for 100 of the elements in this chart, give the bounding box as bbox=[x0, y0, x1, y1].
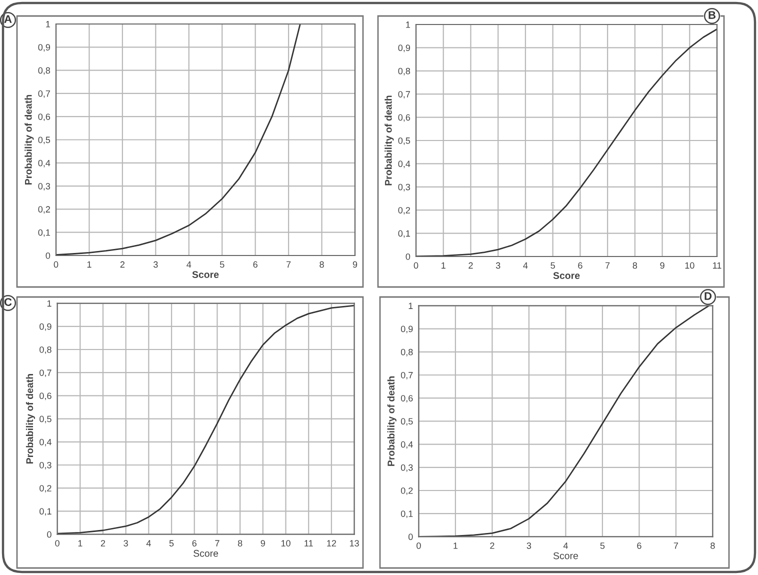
x-tick-label: 6 bbox=[192, 540, 196, 546]
y-tick-label: 0,3 bbox=[40, 462, 52, 470]
x-tick-label: 12 bbox=[327, 540, 336, 546]
x-tick-label: 1 bbox=[454, 542, 458, 549]
x-tick-label: 10 bbox=[685, 262, 694, 269]
x-axis-title: Score bbox=[553, 552, 578, 560]
x-tick-label: 8 bbox=[632, 262, 638, 269]
x-tick-label: 5 bbox=[169, 540, 174, 546]
chart-title: A bbox=[4, 15, 12, 23]
x-tick-label: 1 bbox=[87, 261, 92, 268]
x-tick-label: 0 bbox=[55, 540, 60, 546]
x-tick-label: 7 bbox=[286, 261, 291, 268]
x-tick-label: 9 bbox=[260, 540, 265, 546]
x-tick-label: 4 bbox=[523, 262, 528, 269]
y-tick-label: 0,5 bbox=[400, 418, 413, 426]
y-tick-label: 0,3 bbox=[400, 464, 413, 472]
x-tick-label: 11 bbox=[304, 540, 313, 546]
x-tick-label: 7 bbox=[674, 542, 678, 549]
x-tick-label: 4 bbox=[146, 540, 151, 546]
x-axis-title: Score bbox=[553, 272, 580, 279]
y-tick-label: 0,7 bbox=[398, 91, 410, 99]
y-tick-label: 0,6 bbox=[400, 395, 413, 403]
y-tick-label: 0,1 bbox=[38, 229, 50, 237]
x-tick-label: 3 bbox=[154, 261, 158, 268]
line-series bbox=[57, 304, 354, 534]
y-tick-label: 0,1 bbox=[400, 510, 413, 518]
y-tick-label: 0,8 bbox=[400, 348, 413, 356]
y-tick-label: 0,1 bbox=[40, 508, 52, 516]
x-tick-label: 11 bbox=[713, 262, 722, 269]
y-tick-label: 1 bbox=[46, 21, 50, 28]
y-tick-label: 1 bbox=[406, 22, 410, 28]
y-tick-label: 1 bbox=[408, 302, 413, 309]
y-tick-label: 0,5 bbox=[40, 416, 52, 424]
y-tick-label: 0,9 bbox=[40, 323, 52, 331]
x-tick-label: 0 bbox=[414, 262, 418, 269]
y-tick-label: 0,2 bbox=[40, 485, 52, 493]
y-tick-label: 0 bbox=[47, 531, 52, 538]
x-tick-label: 1 bbox=[78, 540, 82, 546]
x-tick-label: 8 bbox=[710, 542, 715, 549]
y-tick-label: 0,2 bbox=[38, 206, 50, 214]
y-tick-label: 0,9 bbox=[400, 326, 413, 334]
x-tick-label: 6 bbox=[578, 262, 582, 269]
y-tick-label: 0,4 bbox=[38, 160, 50, 168]
x-tick-label: 7 bbox=[606, 262, 610, 269]
y-tick-label: 0,9 bbox=[398, 44, 410, 52]
chart-title: D bbox=[704, 292, 712, 300]
y-tick-label: 0,6 bbox=[398, 114, 410, 122]
x-tick-label: 8 bbox=[238, 540, 242, 546]
x-tick-label: 2 bbox=[468, 262, 473, 269]
x-tick-label: 9 bbox=[660, 262, 664, 269]
y-axis-title: Probability of death bbox=[387, 376, 396, 466]
y-tick-label: 0,7 bbox=[40, 370, 52, 378]
y-tick-label: 0,6 bbox=[38, 114, 50, 122]
y-tick-label: 0,3 bbox=[398, 184, 410, 192]
y-tick-label: 0,7 bbox=[400, 372, 413, 380]
x-tick-label: 13 bbox=[350, 540, 359, 546]
x-tick-label: 7 bbox=[215, 540, 220, 546]
x-tick-label: 5 bbox=[600, 542, 605, 549]
y-tick-label: 0,8 bbox=[38, 67, 50, 75]
y-tick-label: 0,5 bbox=[398, 137, 410, 145]
x-tick-label: 0 bbox=[54, 261, 58, 268]
y-tick-label: 0,8 bbox=[40, 346, 52, 354]
y-tick-label: 0,2 bbox=[398, 207, 410, 215]
x-tick-label: 8 bbox=[320, 261, 324, 268]
chart-title: C bbox=[4, 298, 12, 306]
y-axis-title: Probability of death bbox=[24, 94, 34, 184]
x-tick-label: 2 bbox=[100, 540, 106, 546]
x-tick-label: 5 bbox=[220, 261, 224, 268]
y-tick-label: 0 bbox=[406, 253, 410, 260]
y-axis-title: Probability of death bbox=[26, 374, 36, 464]
x-tick-label: 2 bbox=[120, 261, 124, 268]
x-tick-label: 10 bbox=[281, 540, 290, 546]
x-tick-label: 6 bbox=[253, 261, 258, 268]
y-tick-label: 0,7 bbox=[38, 90, 50, 98]
x-tick-label: 2 bbox=[490, 542, 494, 549]
x-tick-label: 3 bbox=[526, 542, 532, 549]
x-tick-label: 4 bbox=[563, 542, 568, 549]
x-axis-title: Score bbox=[194, 550, 218, 557]
y-tick-label: 0,2 bbox=[400, 487, 413, 495]
y-tick-label: 0,4 bbox=[40, 438, 52, 446]
x-tick-label: 3 bbox=[496, 262, 500, 269]
y-tick-label: 0,4 bbox=[398, 160, 410, 168]
y-tick-label: 0,3 bbox=[38, 183, 50, 190]
x-tick-label: 0 bbox=[416, 542, 421, 549]
y-tick-label: 0,1 bbox=[398, 230, 410, 238]
x-tick-label: 5 bbox=[550, 262, 555, 269]
x-tick-label: 4 bbox=[186, 261, 192, 268]
x-tick-label: 6 bbox=[637, 542, 642, 549]
y-tick-label: 1 bbox=[47, 300, 52, 307]
x-tick-label: 1 bbox=[442, 262, 446, 269]
chart-title: B bbox=[708, 11, 716, 19]
y-tick-label: 0,5 bbox=[38, 136, 50, 144]
x-axis-title: Score bbox=[192, 271, 219, 278]
y-tick-label: 0,8 bbox=[398, 68, 410, 76]
y-tick-label: 0 bbox=[46, 252, 50, 259]
y-axis-title: Probability of death bbox=[384, 96, 394, 186]
y-tick-label: 0,4 bbox=[400, 441, 413, 449]
x-tick-label: 9 bbox=[352, 261, 358, 268]
y-tick-label: 0,9 bbox=[38, 44, 50, 52]
x-tick-label: 3 bbox=[124, 540, 128, 546]
